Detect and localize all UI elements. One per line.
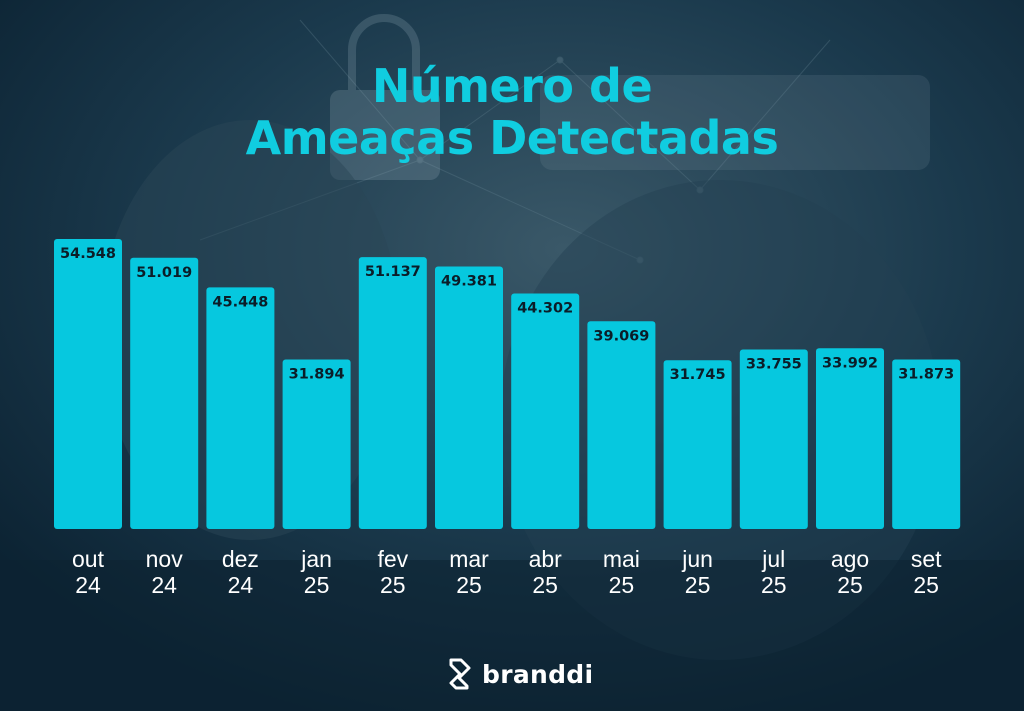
x-tick-label-year: 25 xyxy=(913,572,939,598)
bar-value-label: 33.992 xyxy=(822,355,878,371)
x-tick-label-month: abr xyxy=(529,546,563,572)
lock-icon xyxy=(330,14,440,180)
x-tick-label-year: 24 xyxy=(228,572,254,598)
bar-value-label: 31.745 xyxy=(670,367,726,383)
x-tick-label-month: set xyxy=(911,546,942,572)
chart-title-line-2: Ameaças Detectadas xyxy=(245,111,779,165)
x-tick-label-year: 25 xyxy=(532,572,558,598)
brand-logo: branddi xyxy=(448,654,593,694)
bar-value-label: 33.755 xyxy=(746,357,802,373)
x-tick-label-year: 25 xyxy=(456,572,482,598)
bar-mai-25 xyxy=(587,321,656,529)
bar-out-24 xyxy=(54,239,122,529)
bar-fev-25 xyxy=(358,257,427,529)
x-tick-label-year: 25 xyxy=(380,572,406,598)
x-tick-label-year: 24 xyxy=(75,572,101,598)
bar-value-label: 44.302 xyxy=(517,300,573,316)
x-tick-label-year: 25 xyxy=(685,572,711,598)
x-tick-label-month: jan xyxy=(300,546,332,572)
x-tick-label-year: 25 xyxy=(609,572,635,598)
bar-nov-24 xyxy=(130,257,199,529)
bar-abr-25 xyxy=(511,293,580,529)
x-tick-label-month: jul xyxy=(761,546,785,572)
x-tick-label-month: mai xyxy=(603,546,640,572)
x-tick-label-month: nov xyxy=(146,546,184,572)
x-tick-label-year: 25 xyxy=(304,572,330,598)
x-tick-label-month: ago xyxy=(831,546,869,572)
bar-value-label: 51.019 xyxy=(136,265,192,281)
bar-set-25 xyxy=(892,359,961,529)
bar-ago-25 xyxy=(816,348,884,529)
bar-value-label: 45.448 xyxy=(212,294,268,310)
bar-value-label: 54.548 xyxy=(60,246,116,262)
x-tick-label-month: mar xyxy=(449,546,489,572)
branddi-logo-icon xyxy=(449,658,471,690)
bar-value-label: 39.069 xyxy=(593,328,649,344)
x-tick-label-year: 25 xyxy=(761,572,787,598)
x-tick-label-month: out xyxy=(72,546,105,572)
bar-mar-25 xyxy=(435,266,503,529)
brand-name: branddi xyxy=(482,659,594,689)
chart-title-line-1: Número de xyxy=(371,59,653,113)
bar-jul-25 xyxy=(739,349,808,529)
x-tick-label-month: jun xyxy=(681,546,713,572)
x-tick-label-month: dez xyxy=(222,546,259,572)
bar-value-label: 49.381 xyxy=(441,273,497,289)
bar-value-label: 31.894 xyxy=(289,366,345,382)
bar-value-label: 31.873 xyxy=(898,367,954,383)
chart-title: Número de Ameaças Detectadas xyxy=(0,60,1024,164)
x-tick-label-year: 25 xyxy=(837,572,863,598)
x-tick-label-year: 24 xyxy=(151,572,177,598)
bar-jan-25 xyxy=(282,359,351,529)
x-tick-label-month: fev xyxy=(377,546,408,572)
bar-jun-25 xyxy=(663,360,732,529)
bar-value-label: 51.137 xyxy=(365,264,421,280)
bar-dez-24 xyxy=(206,287,275,529)
